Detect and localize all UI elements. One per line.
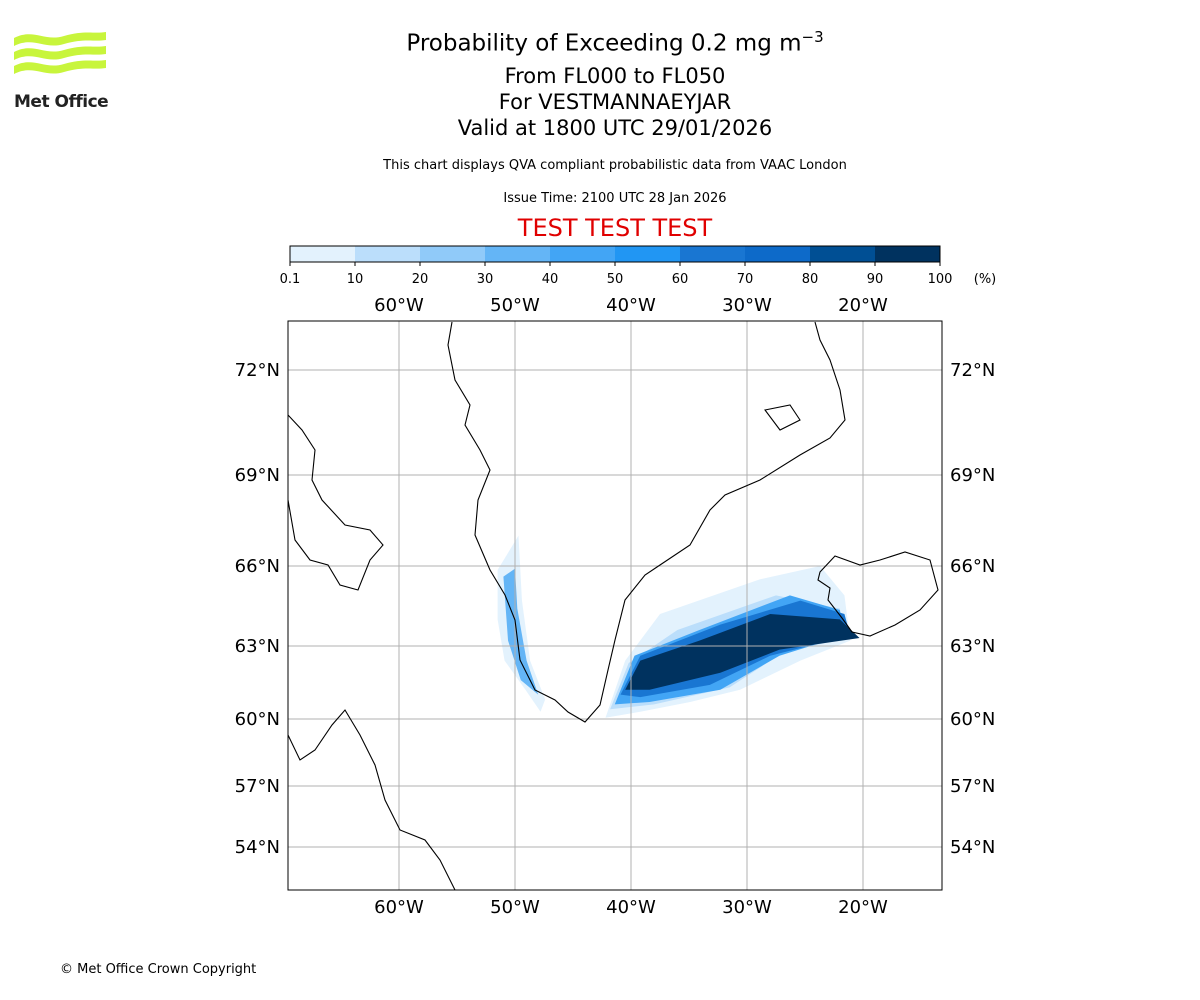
- latitude-label: 57°N: [950, 776, 995, 797]
- latitude-label: 69°N: [235, 465, 280, 486]
- colorbar-tick-label: 10: [347, 272, 364, 287]
- latitude-label: 54°N: [235, 837, 280, 858]
- longitude-label: 60°W: [374, 295, 424, 316]
- latitude-label: 60°N: [950, 709, 995, 730]
- colorbar-tick-label: 60: [672, 272, 689, 287]
- longitude-label: 30°W: [722, 897, 772, 918]
- longitude-label: 40°W: [606, 295, 656, 316]
- valid-time: Valid at 1800 UTC 29/01/2026: [457, 116, 773, 140]
- colorbar-tick-label: 70: [737, 272, 754, 287]
- colorbar-segment: [680, 246, 745, 262]
- coastlines: [288, 321, 939, 890]
- latitude-label: 66°N: [950, 556, 995, 577]
- iceland-coast: [817, 551, 939, 637]
- colorbar-segment: [745, 246, 810, 262]
- longitude-label: 50°W: [490, 295, 540, 316]
- latitude-label: 54°N: [950, 837, 995, 858]
- plume-layer-0.1-10: [497, 535, 546, 712]
- copyright: © Met Office Crown Copyright: [60, 962, 257, 977]
- longitude-label: 40°W: [606, 897, 656, 918]
- subtitle: This chart displays QVA compliant probab…: [383, 158, 847, 173]
- greenland-coast: [447, 321, 846, 723]
- latitude-label: 72°N: [235, 360, 280, 381]
- latitude-label: 60°N: [235, 709, 280, 730]
- colorbar-tick-label: 90: [867, 272, 884, 287]
- chart-title: Probability of Exceeding 0.2 mg m−3: [406, 28, 824, 57]
- met-office-logo: [14, 30, 106, 94]
- volcano-name: For VESTMANNAEYJAR: [498, 90, 732, 114]
- logo-text: Met Office: [14, 92, 109, 112]
- colorbar-segment: [875, 246, 940, 262]
- colorbar: 0.1 10 20 30 40 50 60 70 80 90 100: [280, 245, 953, 287]
- colorbar-segment: [810, 246, 875, 262]
- colorbar-segment: [615, 246, 680, 262]
- ash-probability-plume: [497, 535, 860, 718]
- latitude-label: 63°N: [235, 636, 280, 657]
- colorbar-tick-label: 100: [928, 272, 953, 287]
- longitude-label: 20°W: [838, 897, 888, 918]
- map-frame: [287, 320, 943, 891]
- colorbar-tick-label: 0.1: [280, 272, 301, 287]
- colorbar-segment: [420, 246, 485, 262]
- latitude-label: 63°N: [950, 636, 995, 657]
- plume-layer-90-100: [625, 614, 860, 690]
- colorbar-segment: [485, 246, 550, 262]
- colorbar-segment: [550, 246, 615, 262]
- colorbar-segment: [355, 246, 420, 262]
- longitude-label: 50°W: [490, 897, 540, 918]
- colorbar-tick-label: 40: [542, 272, 559, 287]
- flight-levels: From FL000 to FL050: [504, 64, 726, 88]
- baffin-coast: [288, 414, 384, 591]
- colorbar-tick-label: 80: [802, 272, 819, 287]
- colorbar-tick-label: 50: [607, 272, 624, 287]
- labrador-coast: [288, 709, 456, 890]
- colorbar-segment: [290, 246, 355, 262]
- test-banner: TEST TEST TEST: [517, 214, 713, 242]
- latitude-label: 69°N: [950, 465, 995, 486]
- colorbar-unit: (%): [974, 272, 997, 287]
- longitude-label: 30°W: [722, 295, 772, 316]
- colorbar-tick-label: 20: [412, 272, 429, 287]
- latitude-label: 72°N: [950, 360, 995, 381]
- latitude-label: 57°N: [235, 776, 280, 797]
- colorbar-tick-label: 30: [477, 272, 494, 287]
- island-coast: [764, 404, 801, 431]
- issue-time: Issue Time: 2100 UTC 28 Jan 2026: [503, 191, 727, 206]
- longitude-label: 60°W: [374, 897, 424, 918]
- longitude-label: 20°W: [838, 295, 888, 316]
- latitude-label: 66°N: [235, 556, 280, 577]
- plume-layer-30-60: [503, 568, 539, 695]
